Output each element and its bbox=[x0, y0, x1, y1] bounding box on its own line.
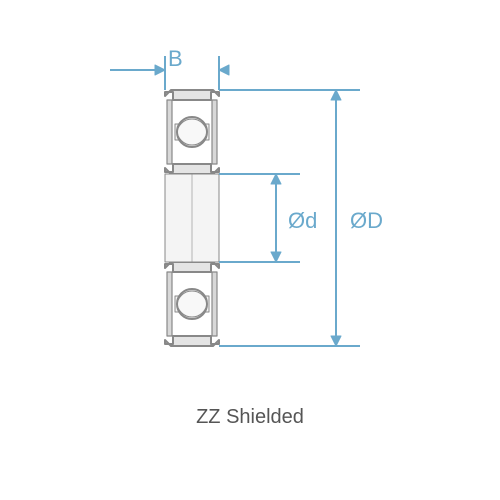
caption-text: ZZ Shielded bbox=[0, 406, 500, 429]
shield-left bbox=[167, 100, 172, 164]
inner-race bbox=[165, 164, 219, 174]
diagram-stage: B Ød ØD ZZ Shielded bbox=[0, 0, 500, 500]
outer-race bbox=[165, 90, 219, 100]
ball bbox=[177, 289, 207, 319]
label-D: ØD bbox=[350, 208, 383, 233]
shield-left bbox=[167, 272, 172, 336]
shield-right bbox=[212, 100, 217, 164]
ball bbox=[177, 117, 207, 147]
shield-right bbox=[212, 272, 217, 336]
outer-race bbox=[165, 336, 219, 346]
annotations: B Ød ØD bbox=[110, 46, 383, 346]
bearing-part bbox=[165, 90, 219, 346]
label-B: B bbox=[168, 46, 183, 71]
label-d: Ød bbox=[288, 208, 317, 233]
inner-race bbox=[165, 262, 219, 272]
